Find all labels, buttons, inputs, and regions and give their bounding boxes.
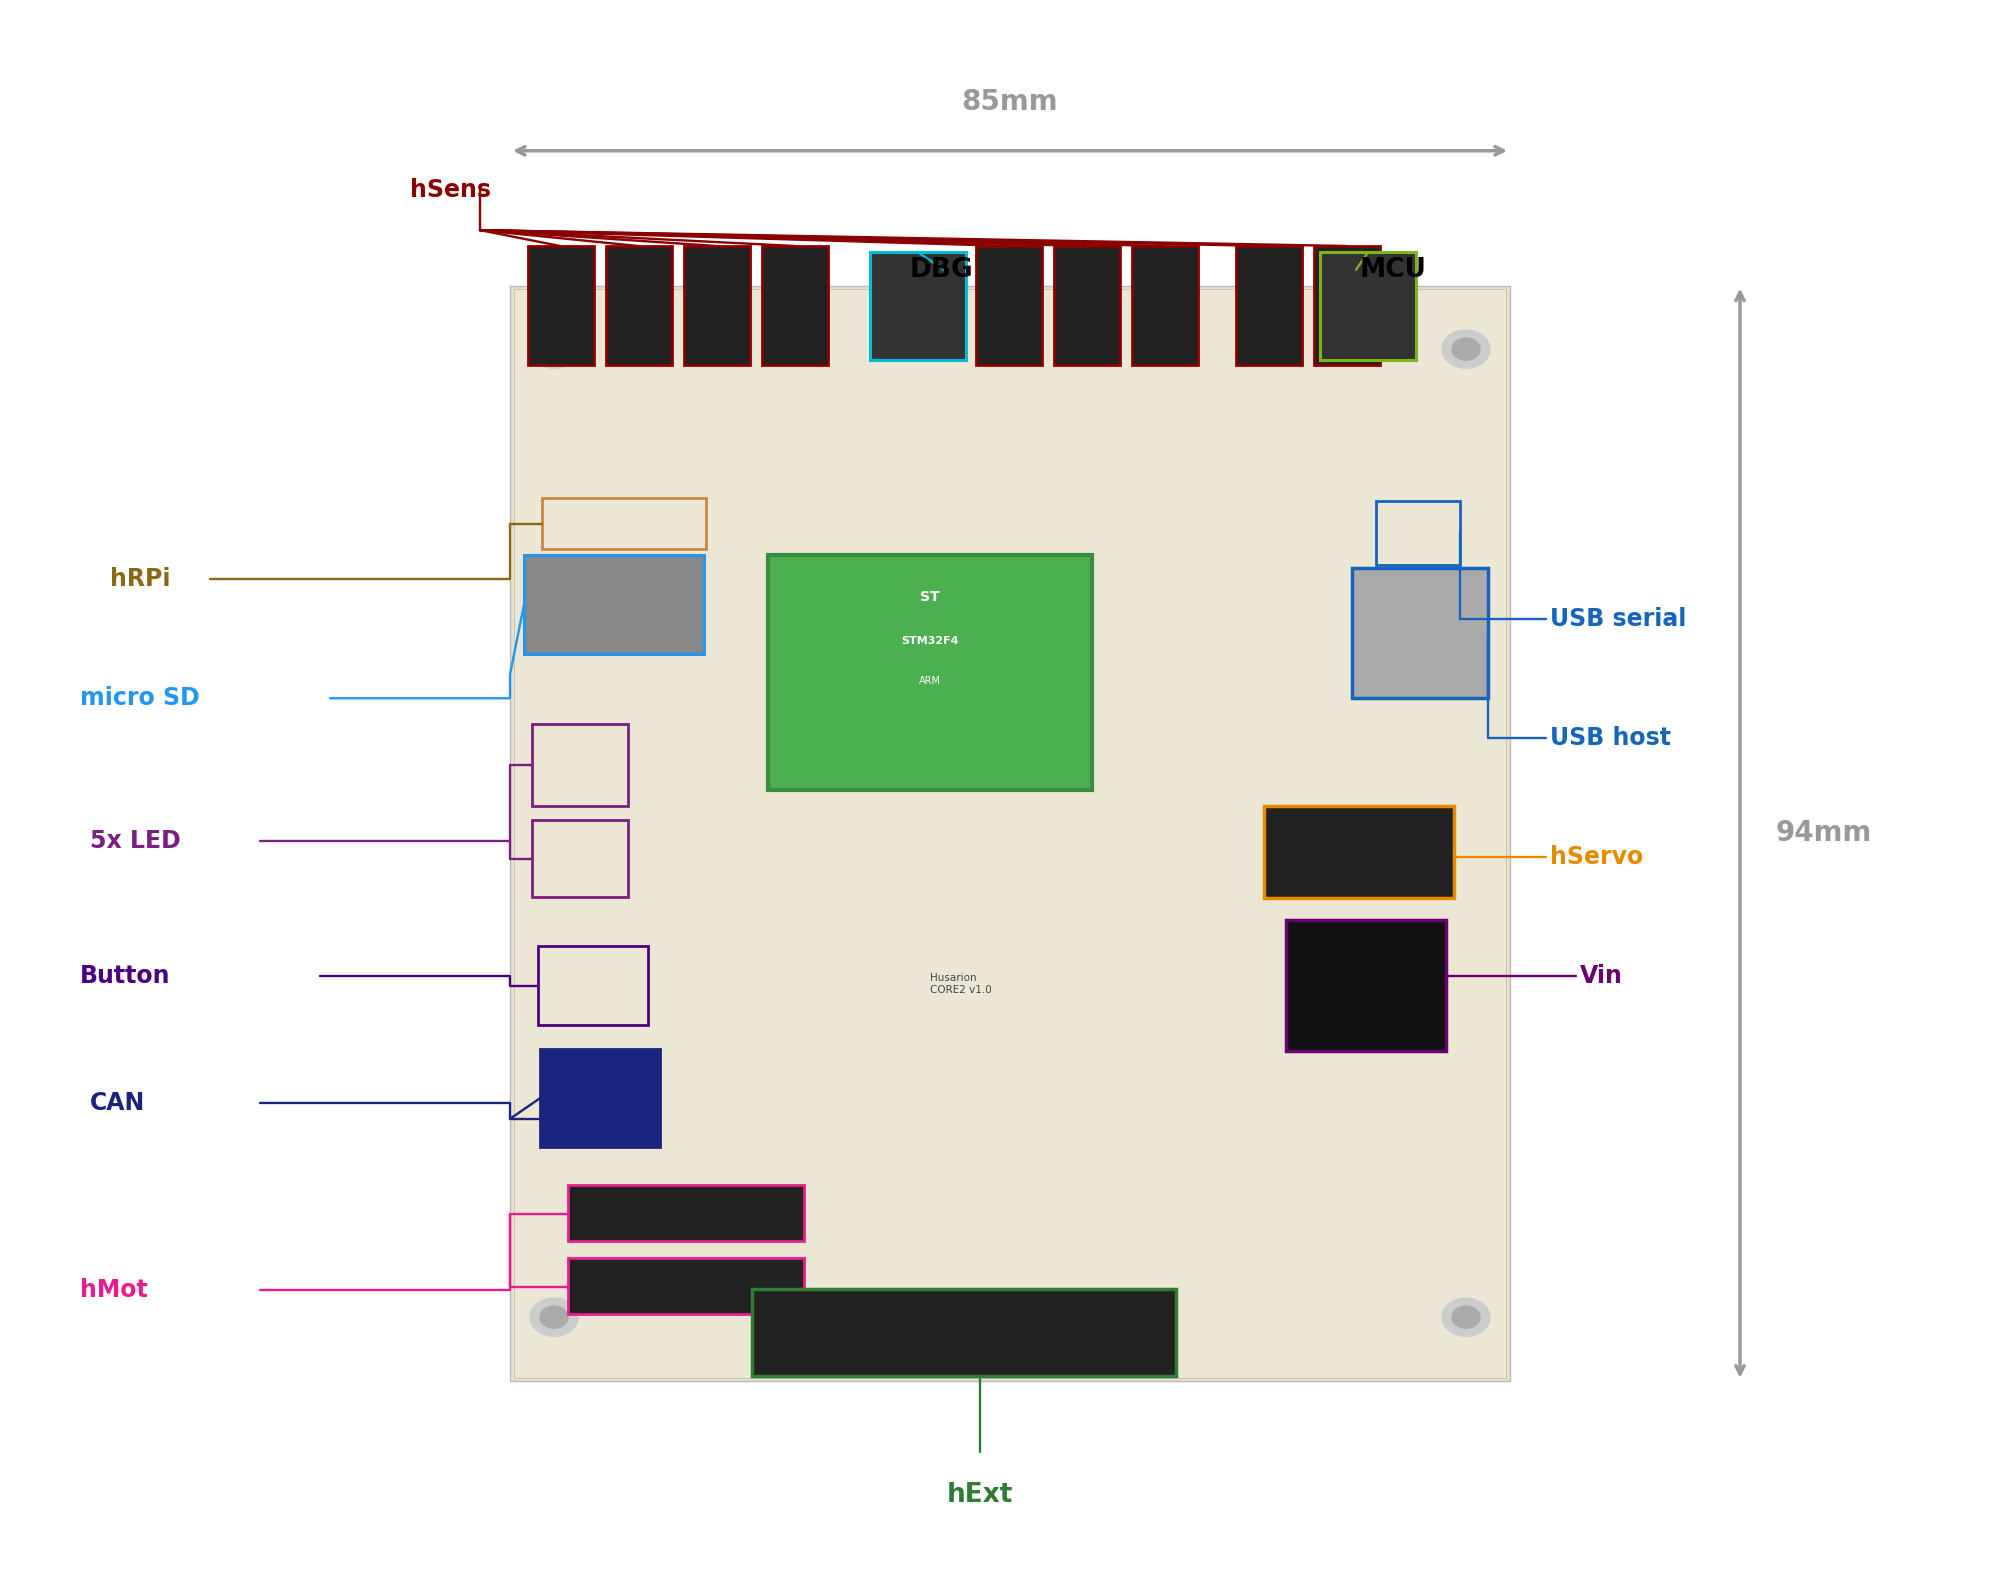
Bar <box>510 286 1510 1381</box>
Bar <box>518 292 1502 1374</box>
Text: hMot: hMot <box>80 1278 148 1303</box>
Bar <box>1376 501 1460 565</box>
Circle shape <box>1442 1298 1490 1336</box>
Circle shape <box>530 1298 578 1336</box>
Circle shape <box>1452 338 1480 360</box>
Text: 85mm: 85mm <box>962 87 1058 116</box>
Text: hSens: hSens <box>410 178 492 203</box>
Bar <box>514 289 1506 1378</box>
Bar <box>1236 246 1302 365</box>
Bar <box>532 724 628 806</box>
Bar <box>542 498 706 549</box>
Bar <box>538 946 648 1025</box>
Bar <box>1314 246 1380 365</box>
Circle shape <box>540 1306 568 1328</box>
Bar <box>568 1185 804 1241</box>
Bar <box>540 1049 660 1147</box>
Bar <box>1132 246 1198 365</box>
Bar <box>752 1289 1176 1376</box>
Text: hRPi: hRPi <box>110 567 170 592</box>
Bar <box>1054 246 1120 365</box>
Bar <box>532 820 628 897</box>
Bar <box>976 246 1042 365</box>
Circle shape <box>1452 1306 1480 1328</box>
Text: Button: Button <box>80 963 170 989</box>
Bar <box>1264 806 1454 898</box>
Bar <box>606 246 672 365</box>
Circle shape <box>530 330 578 368</box>
Bar <box>768 555 1092 790</box>
Text: DBG: DBG <box>910 257 974 282</box>
Text: micro SD: micro SD <box>80 686 200 711</box>
Bar <box>568 1258 804 1314</box>
Bar <box>1352 568 1488 698</box>
Text: STM32F4: STM32F4 <box>902 636 958 646</box>
Bar <box>762 246 828 365</box>
Circle shape <box>540 338 568 360</box>
Text: ARM: ARM <box>920 676 942 686</box>
Text: USB serial: USB serial <box>1550 606 1686 632</box>
Text: Husarion
CORE2 v1.0: Husarion CORE2 v1.0 <box>930 973 992 995</box>
Text: MCU: MCU <box>1360 257 1426 282</box>
Text: hExt: hExt <box>946 1482 1014 1508</box>
Bar <box>1320 252 1416 360</box>
Bar <box>870 252 966 360</box>
Text: 5x LED: 5x LED <box>90 828 180 854</box>
Text: hServo: hServo <box>1550 844 1644 870</box>
Circle shape <box>1442 330 1490 368</box>
Bar <box>1286 920 1446 1051</box>
Text: CAN: CAN <box>90 1090 146 1116</box>
Bar <box>528 246 594 365</box>
Text: 94mm: 94mm <box>1776 819 1872 847</box>
Text: Vin: Vin <box>1580 963 1622 989</box>
Bar <box>684 246 750 365</box>
Bar <box>524 555 704 654</box>
Text: USB host: USB host <box>1550 725 1672 751</box>
Text: ST: ST <box>920 590 940 603</box>
